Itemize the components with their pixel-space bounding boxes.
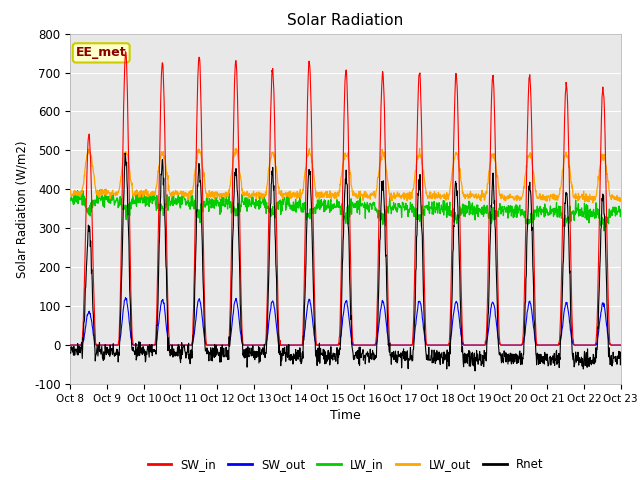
X-axis label: Time: Time [330, 409, 361, 422]
Text: EE_met: EE_met [76, 47, 127, 60]
Y-axis label: Solar Radiation (W/m2): Solar Radiation (W/m2) [15, 140, 29, 277]
Legend: SW_in, SW_out, LW_in, LW_out, Rnet: SW_in, SW_out, LW_in, LW_out, Rnet [143, 454, 548, 476]
Title: Solar Radiation: Solar Radiation [287, 13, 404, 28]
